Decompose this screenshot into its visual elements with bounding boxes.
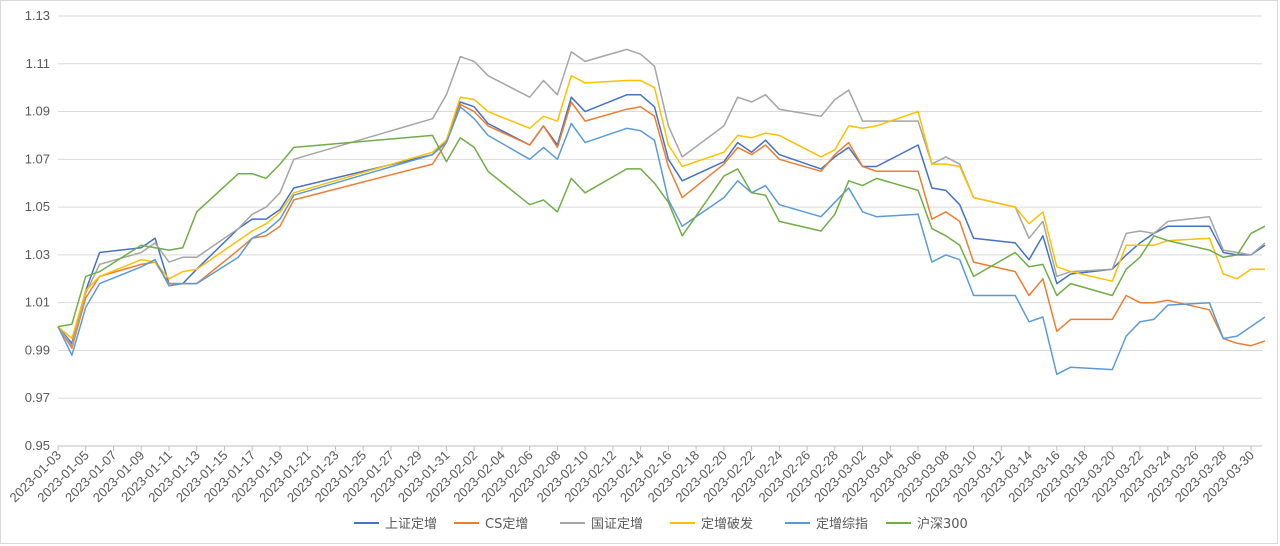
y-tick-label: 0.95 [25, 438, 50, 453]
legend-label: 沪深300 [917, 516, 968, 532]
series-line-3 [57, 48, 1266, 347]
series-line-4 [57, 74, 1265, 340]
y-tick-label: 0.97 [25, 390, 50, 405]
series-line-1 [57, 94, 1266, 345]
y-tick-label: 1.09 [25, 104, 50, 119]
legend-label: 上证定增 [385, 517, 437, 532]
series-line-5 [57, 106, 1266, 376]
series-lines [57, 48, 1266, 376]
y-tick-label: 1.03 [25, 247, 50, 262]
y-tick-label: 1.01 [25, 295, 50, 310]
series-line-2 [57, 101, 1266, 349]
y-axis: 0.95 0.97 0.99 1.01 1.03 1.05 1.07 1.09 1.11 1.13 [25, 8, 50, 453]
y-tick-label: 1.07 [25, 151, 50, 166]
x-axis: 2023-01-032023-01-052023-01-072023-01-09… [6, 446, 1257, 505]
legend-label: 定增综指 [816, 517, 868, 532]
legend-label: 定增破发 [701, 516, 753, 532]
legend-label: CS定增 [485, 517, 528, 532]
gridlines [58, 15, 1262, 447]
legend-label: 国证定增 [591, 517, 643, 532]
legend: 上证定增 CS定增 国证定增 定增破发 定增综指 沪深300 [354, 516, 968, 532]
y-tick-label: 1.11 [26, 56, 50, 71]
y-tick-label: 1.13 [25, 8, 50, 23]
y-tick-label: 0.99 [25, 342, 50, 357]
series-line-6 [57, 134, 1266, 328]
y-tick-label: 1.05 [25, 199, 50, 214]
